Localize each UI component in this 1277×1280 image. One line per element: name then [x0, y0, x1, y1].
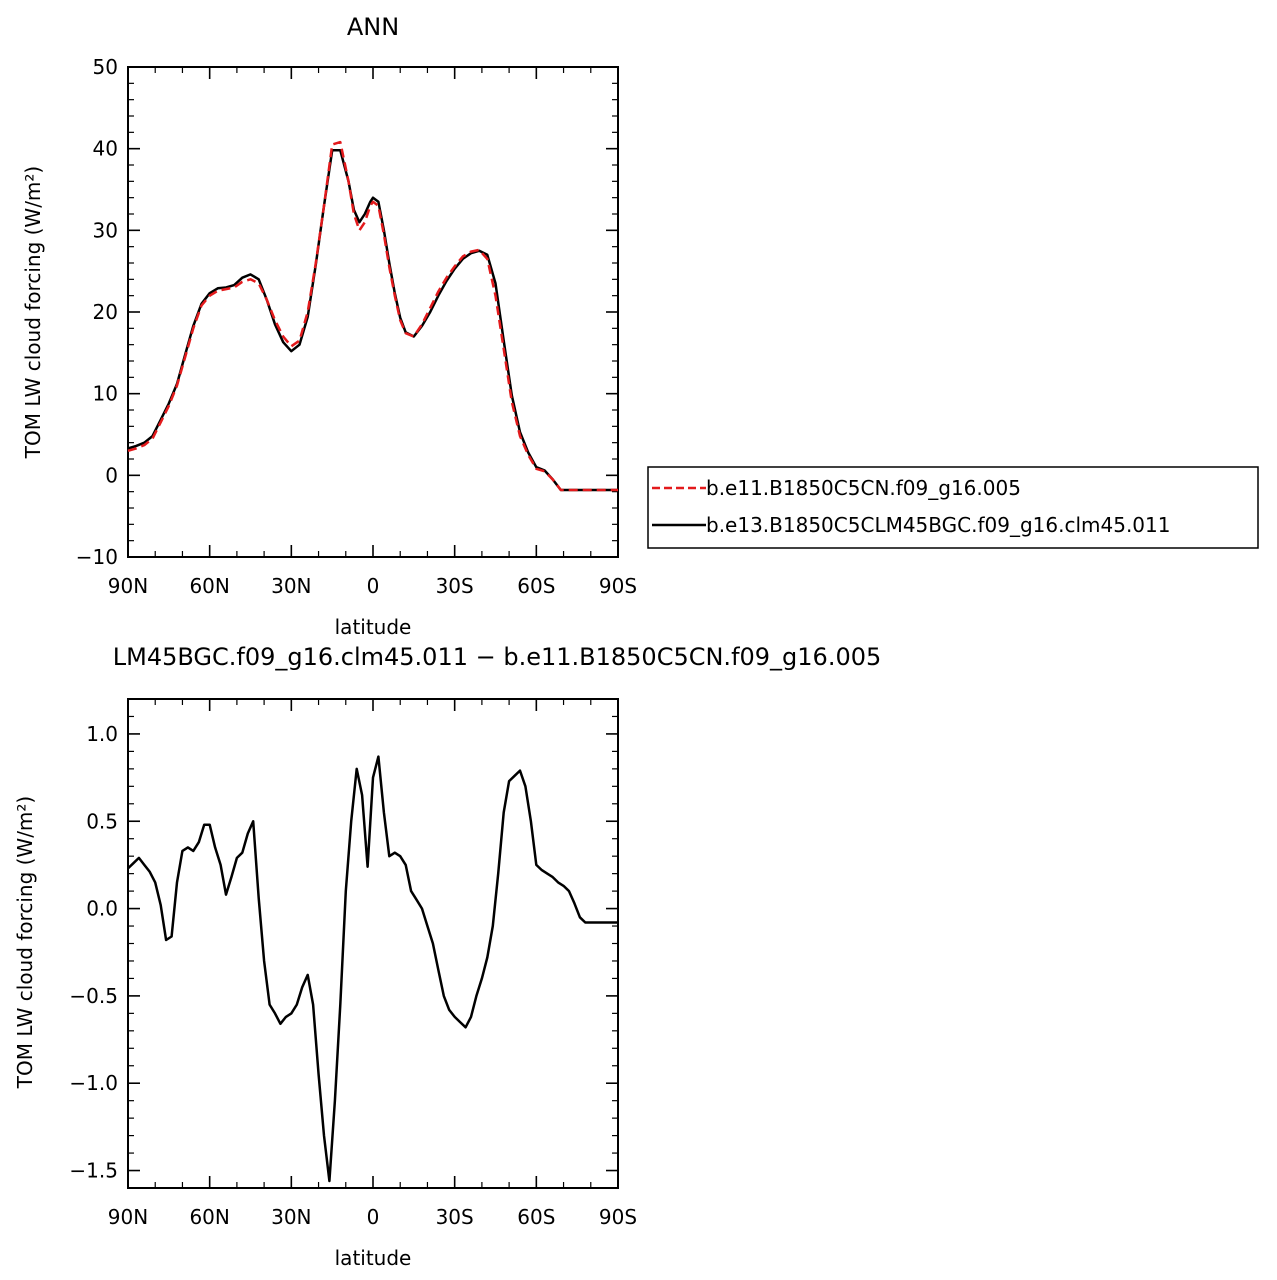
x-tick-label: 60N [189, 1205, 229, 1229]
top-x-ticks: 90N 60N 30N 0 30S 60S 90S [108, 67, 637, 598]
top-x-axis-label: latitude [335, 615, 412, 639]
x-tick-label: 30N [271, 1205, 311, 1229]
x-tick-label: 90S [599, 574, 637, 598]
top-y-ticks: −10 0 10 20 30 40 50 [76, 55, 618, 569]
legend-box [647, 466, 1259, 549]
bottom-panel-title: LM45BGC.f09_g16.clm45.011 − b.e11.B1850C… [113, 643, 882, 671]
x-tick-label: 60S [517, 574, 555, 598]
bottom-y-axis-label: TOM LW cloud forcing (W/m²) [13, 796, 37, 1090]
series-line-0 [127, 140, 618, 492]
x-tick-label: 0 [367, 574, 380, 598]
y-tick-label: −10 [76, 545, 118, 569]
x-tick-label: 30S [436, 574, 474, 598]
y-tick-label: 50 [93, 55, 118, 79]
y-tick-label: 10 [93, 382, 118, 406]
y-tick-label: 1.0 [86, 722, 118, 746]
top-plot-area [127, 66, 619, 558]
bottom-panel: LM45BGC.f09_g16.clm45.011 − b.e11.B1850C… [13, 643, 881, 1270]
x-tick-label: 60S [517, 1205, 555, 1229]
y-tick-label: −1.0 [69, 1071, 118, 1095]
x-tick-label: 90S [599, 1205, 637, 1229]
x-tick-label: 90N [108, 574, 148, 598]
bottom-x-ticks: 90N 60N 30N 0 30S 60S 90S [108, 699, 637, 1229]
bottom-x-axis-label: latitude [335, 1246, 412, 1270]
series-line-0 [127, 755, 618, 1183]
y-tick-label: 20 [93, 300, 118, 324]
y-tick-label: 0.0 [86, 897, 118, 921]
top-panel-title: ANN [347, 13, 399, 41]
y-tick-label: 0.5 [86, 809, 118, 833]
top-panel: ANN −10 0 10 20 30 40 50 90N 60N 30N 0 30S 60S 90S l… [21, 13, 1259, 639]
x-tick-label: 30N [271, 574, 311, 598]
y-tick-label: −1.5 [69, 1159, 118, 1183]
x-tick-label: 60N [189, 574, 229, 598]
x-tick-label: 0 [367, 1205, 380, 1229]
y-tick-label: −0.5 [69, 984, 118, 1008]
legend-label-case2: b.e13.B1850C5CLM45BGC.f09_g16.clm45.011 [706, 513, 1170, 537]
bottom-series-group [127, 755, 618, 1183]
x-tick-label: 30S [436, 1205, 474, 1229]
y-tick-label: 30 [93, 218, 118, 242]
plot-frame [127, 66, 619, 558]
x-tick-label: 90N [108, 1205, 148, 1229]
legend-label-case1: b.e11.B1850C5CN.f09_g16.005 [706, 476, 1021, 500]
y-tick-label: 40 [93, 137, 118, 161]
bottom-plot-area [127, 698, 619, 1189]
legend: b.e11.B1850C5CN.f09_g16.005 b.e13.B1850C… [647, 466, 1259, 549]
top-y-axis-label: TOM LW cloud forcing (W/m²) [21, 166, 45, 460]
top-series-group [127, 140, 618, 492]
bottom-y-ticks: −1.5 −1.0 −0.5 0.0 0.5 1.0 [69, 698, 618, 1189]
y-tick-label: 0 [105, 463, 118, 487]
plot-frame [127, 698, 619, 1189]
